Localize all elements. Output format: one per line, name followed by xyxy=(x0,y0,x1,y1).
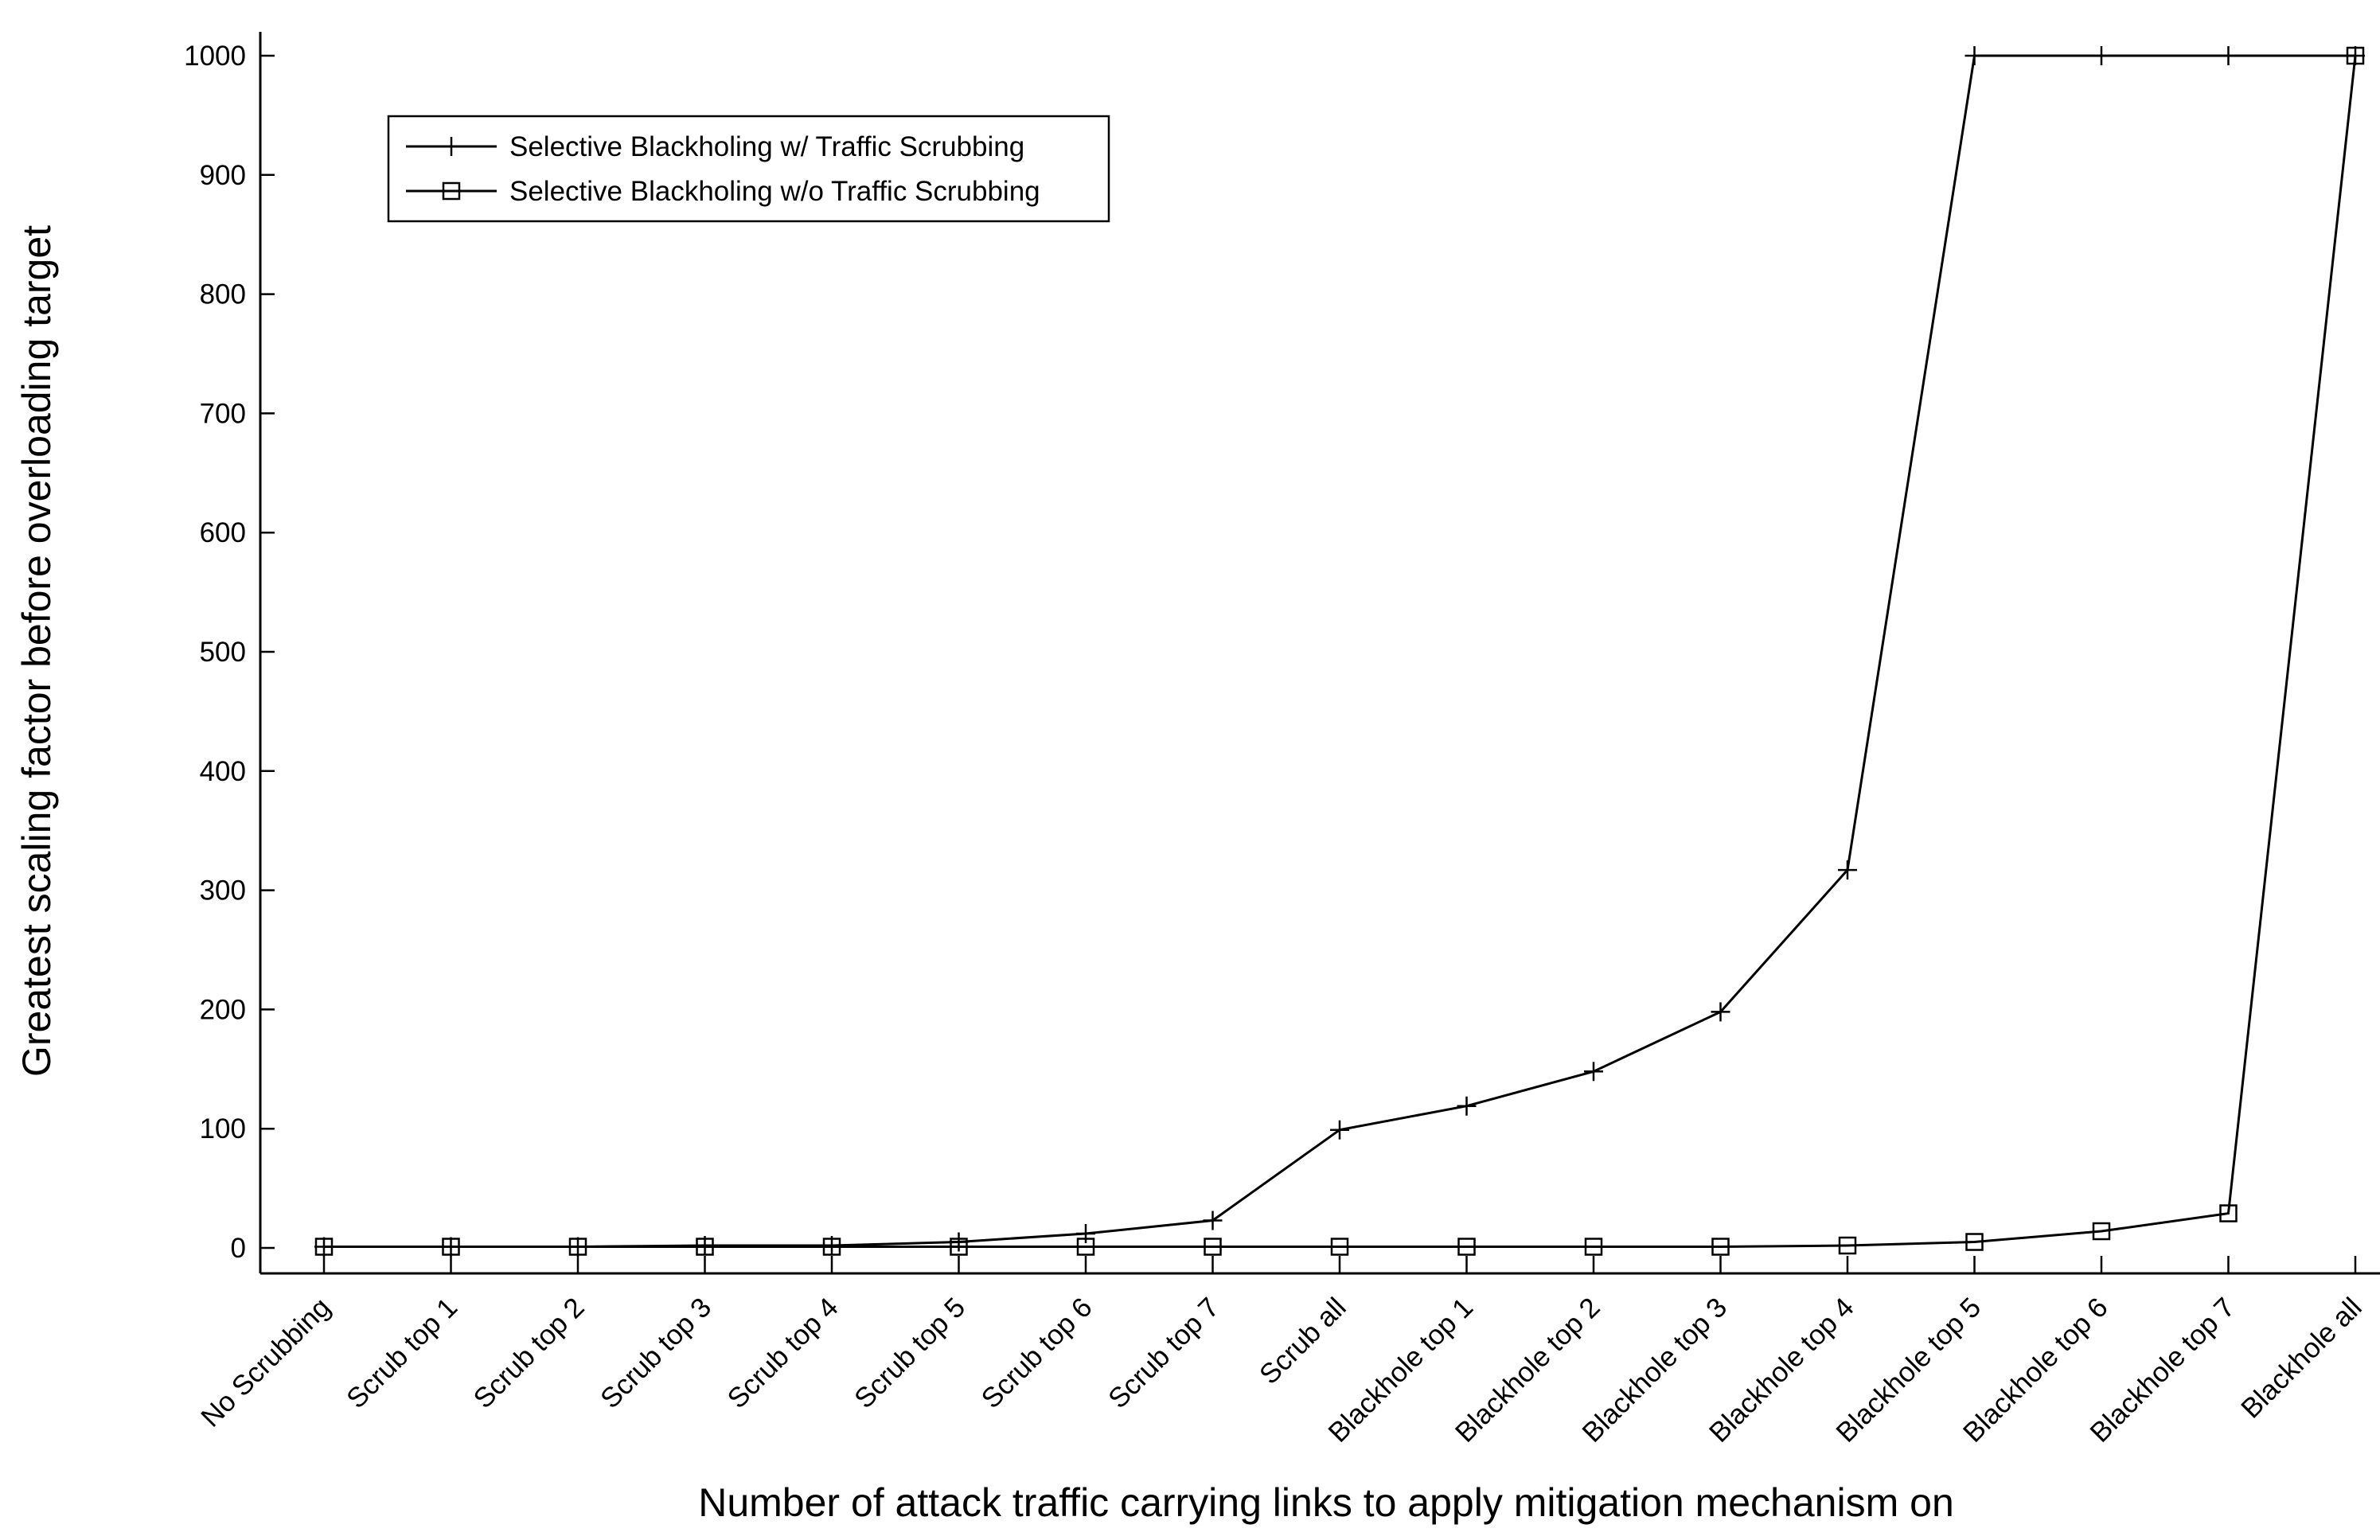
data-point-square xyxy=(1330,1238,1349,1256)
data-point-plus xyxy=(1584,1062,1603,1082)
x-axis-ticks: No Scrubbing Scrub top 1 Scrub top 2 Scrub … xyxy=(195,1256,2368,1448)
x-tick-label: Scrub all xyxy=(1254,1292,1352,1390)
x-tick-label: No Scrubbing xyxy=(195,1292,337,1433)
data-point-square xyxy=(1457,1238,1476,1256)
x-tick-label: Scrub top 3 xyxy=(595,1292,717,1414)
y-tick-label: 0 xyxy=(231,1233,246,1264)
y-tick-label: 100 xyxy=(200,1113,246,1144)
x-tick-label: Scrub top 6 xyxy=(976,1292,1098,1414)
data-point-plus xyxy=(2218,46,2238,65)
series-line-1 xyxy=(324,54,2355,1248)
data-point-square xyxy=(822,1238,841,1256)
data-point-square xyxy=(1838,1236,1857,1255)
data-point-plus xyxy=(1964,46,1984,65)
y-tick-label: 900 xyxy=(200,160,246,191)
data-point-square xyxy=(2346,46,2365,65)
y-tick-label: 800 xyxy=(200,279,246,310)
legend-label-without-scrubbing: Selective Blackholing w/o Traffic Scrubb… xyxy=(509,176,1040,207)
x-tick-label: Scrub top 7 xyxy=(1102,1292,1225,1414)
data-point-plus xyxy=(1203,1211,1223,1230)
y-tick-label: 500 xyxy=(200,637,246,668)
legend-label-with-scrubbing: Selective Blackholing w/ Traffic Scrubbi… xyxy=(509,131,1024,162)
x-tick-label: Scrub top 4 xyxy=(722,1292,845,1414)
x-tick-label: Blackhole all xyxy=(2235,1292,2368,1425)
data-point-plus xyxy=(1838,860,1857,880)
y-tick-label: 400 xyxy=(200,756,246,787)
y-tick-label: 300 xyxy=(200,875,246,906)
y-tick-label: 1000 xyxy=(184,41,246,72)
y-axis-ticks: 0 100 200 300 400 500 600 700 800 900 1000 xyxy=(184,41,275,1264)
legend-box xyxy=(387,115,1110,223)
data-point-plus xyxy=(1457,1096,1477,1116)
data-point-plus xyxy=(1711,1002,1730,1022)
data-point-square xyxy=(314,1238,334,1256)
data-point-plus xyxy=(1076,1224,1095,1244)
x-tick-label: Scrub top 1 xyxy=(341,1292,463,1414)
data-point-plus xyxy=(1330,1120,1349,1140)
data-point-square xyxy=(2219,1204,2238,1222)
legend-marker-square xyxy=(442,181,461,201)
legend: Selective Blackholing w/ Traffic Scrubbi… xyxy=(387,115,1110,223)
data-point-square xyxy=(1965,1233,1984,1251)
data-point-square xyxy=(1711,1238,1730,1256)
y-tick-label: 200 xyxy=(200,994,246,1025)
data-point-square xyxy=(1584,1238,1603,1256)
x-tick-label: Scrub top 5 xyxy=(849,1292,971,1414)
data-point-square xyxy=(950,1238,968,1256)
data-point-square xyxy=(2092,1222,2111,1241)
y-axis-title: Greatest scaling factor before overloadi… xyxy=(14,225,59,1077)
x-tick-label: Scrub top 2 xyxy=(468,1292,591,1414)
x-axis-title: Number of attack traffic carrying links … xyxy=(698,1480,1954,1525)
series-group xyxy=(314,46,2365,1257)
data-point-square xyxy=(442,1238,460,1256)
data-point-plus xyxy=(2092,46,2111,65)
data-point-plus xyxy=(949,1232,969,1252)
data-point-square xyxy=(568,1238,587,1256)
y-tick-label: 600 xyxy=(200,517,246,548)
data-point-square xyxy=(1076,1238,1095,1256)
series-line-2 xyxy=(324,55,2357,1248)
data-point-square xyxy=(696,1238,714,1256)
y-tick-label: 700 xyxy=(200,398,246,429)
data-point-square xyxy=(1204,1238,1222,1256)
